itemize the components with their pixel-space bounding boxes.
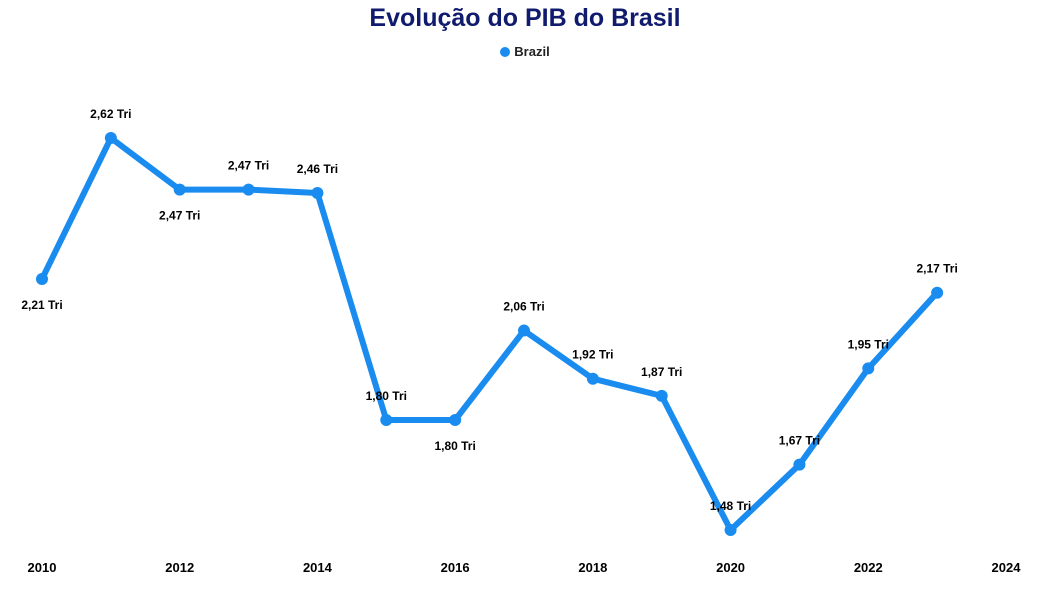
data-label: 1,48 Tri [710, 499, 751, 513]
series-line-brazil [39, 135, 941, 533]
data-point [242, 183, 255, 196]
data-label: 1,87 Tri [641, 365, 682, 379]
data-point [862, 362, 875, 375]
data-point [931, 286, 944, 299]
data-point [586, 372, 599, 385]
data-point [449, 413, 462, 426]
x-tick-label: 2024 [992, 560, 1022, 575]
data-point [793, 458, 806, 471]
data-point [311, 187, 324, 200]
data-label: 2,47 Tri [228, 159, 269, 173]
data-point [36, 272, 48, 285]
legend-marker-icon [500, 46, 511, 57]
data-label: 1,80 Tri [434, 439, 475, 453]
data-point [104, 132, 117, 144]
x-tick-label: 2012 [165, 560, 194, 575]
data-label: 1,67 Tri [779, 434, 820, 448]
chart-title: Evolução do PIB do Brasil [369, 4, 681, 32]
x-tick-label: 2022 [854, 560, 883, 575]
data-label: 2,46 Tri [297, 162, 338, 176]
data-point [173, 183, 186, 196]
data-point [380, 413, 393, 426]
data-label: 2,62 Tri [90, 107, 131, 121]
data-label: 2,21 Tri [21, 298, 62, 312]
data-label: 1,80 Tri [366, 389, 407, 403]
data-label: 2,06 Tri [503, 300, 544, 314]
legend-label: Brazil [514, 44, 550, 59]
data-label: 2,17 Tri [916, 262, 957, 276]
x-tick-label: 2018 [578, 560, 607, 575]
x-tick-label: 2010 [28, 560, 57, 575]
data-point [518, 324, 530, 337]
data-point [655, 389, 668, 402]
x-tick-label: 2014 [303, 560, 333, 575]
data-point [724, 524, 737, 536]
data-label: 1,92 Tri [572, 348, 613, 362]
data-label: 1,95 Tri [848, 337, 889, 351]
x-tick-label: 2016 [441, 560, 470, 575]
data-label: 2,47 Tri [159, 209, 200, 223]
x-tick-label: 2020 [716, 560, 745, 575]
legend: Brazil [0, 44, 1050, 59]
